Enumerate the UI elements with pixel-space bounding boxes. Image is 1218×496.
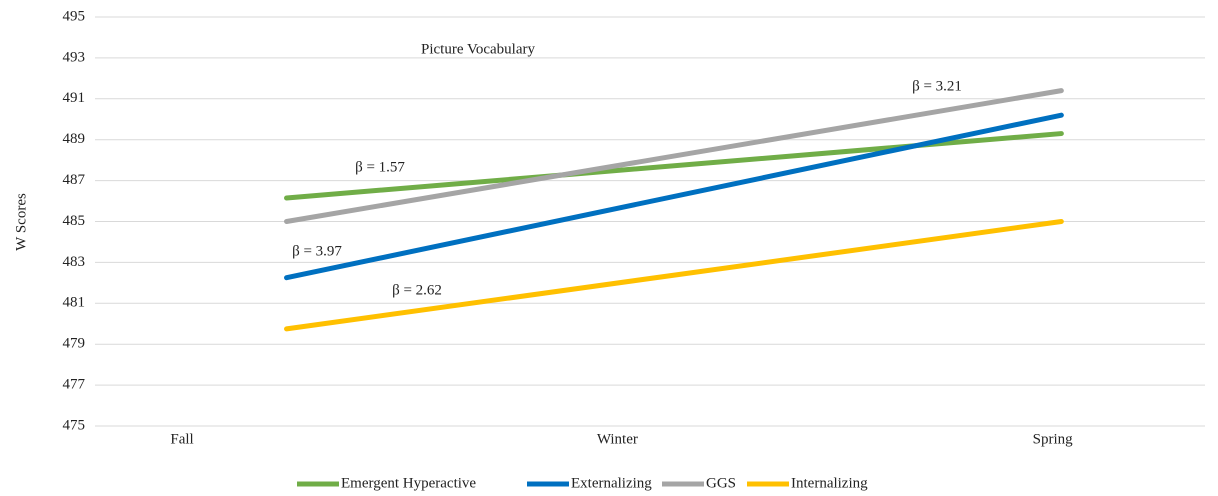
legend-label: Internalizing [791,475,868,491]
y-tick-label: 481 [63,295,86,311]
legend-label: Externalizing [571,475,652,491]
annotation: β = 1.57 [355,159,405,175]
x-tick-label: Spring [1033,431,1074,447]
annotation: β = 3.97 [292,243,342,259]
legend-label: GGS [706,475,736,491]
y-axis-label: W Scores [13,193,29,251]
chart-title: Picture Vocabulary [421,41,536,57]
y-tick-label: 475 [63,417,86,433]
x-tick-label: Fall [170,431,193,447]
y-tick-label: 493 [63,49,86,65]
legend-label: Emergent Hyperactive [341,475,476,491]
y-tick-label: 487 [63,172,86,188]
y-tick-label: 477 [63,377,86,393]
series-line [284,112,1064,281]
y-tick-label: 491 [63,90,86,106]
series-line [284,88,1064,224]
y-tick-label: 483 [63,254,86,270]
y-tick-label: 479 [63,336,86,352]
y-tick-label: 485 [63,213,86,229]
series-line [284,219,1064,332]
annotation: β = 2.62 [392,282,442,298]
annotation: β = 3.21 [912,78,962,94]
y-tick-label: 489 [63,131,86,147]
y-tick-label: 495 [63,8,86,24]
x-tick-label: Winter [597,431,638,447]
